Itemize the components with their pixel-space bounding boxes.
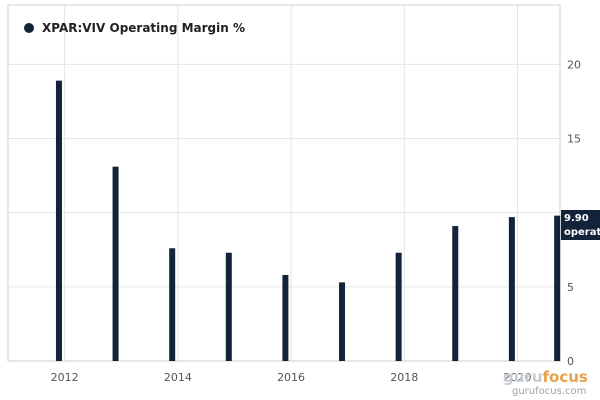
y-tick-label: 0 [567,355,574,368]
watermark-url: gurufocus.com [512,386,586,397]
y-tick-label: 20 [567,58,581,71]
bar [169,248,176,361]
watermark-brand: gurufocus [503,368,588,386]
legend-label: XPAR:VIV Operating Margin % [42,21,245,35]
legend-marker [24,23,34,33]
x-tick-label: 2020 [504,371,532,384]
grid [8,5,560,362]
y-tick-label: 5 [567,281,574,294]
bar [554,215,561,361]
y-tick-label: 15 [567,133,581,146]
bars [55,80,561,362]
bar [452,226,459,361]
bar [112,166,119,361]
x-tick-label: 2014 [164,371,192,384]
bar [282,274,289,361]
bar [55,80,62,362]
legend: XPAR:VIV Operating Margin % [24,21,245,35]
x-tick-label: 2018 [390,371,418,384]
x-tick-label: 2012 [51,371,79,384]
last-value-flag-box [561,210,600,240]
bar [225,252,232,361]
watermark-brand-a: guru [503,368,543,386]
bar [508,217,515,361]
x-axis-ticks: 2012 2014 2016 2018 2020 [51,371,532,384]
last-value-flag-label: operat [564,227,600,238]
watermark-brand-b: focus [543,368,588,386]
bar [339,282,346,361]
last-value-flag: 9.90 operat [561,210,600,240]
last-value-flag-value: 9.90 [564,213,589,224]
y-axis-ticks: 0 5 15 20 [567,58,581,368]
bar [395,252,402,361]
watermark: gurufocus gurufocus.com [503,368,588,397]
x-tick-label: 2016 [277,371,305,384]
